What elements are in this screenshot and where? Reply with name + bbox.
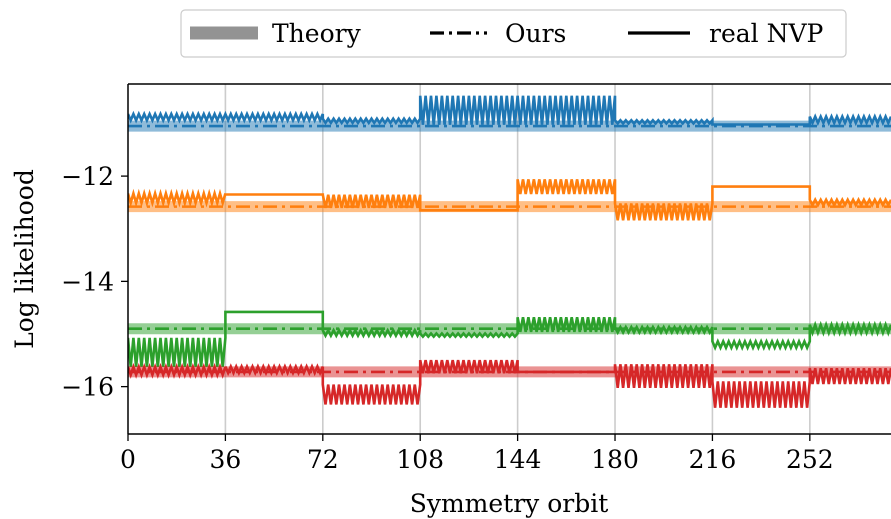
x-tick-label-108: 108 — [396, 445, 444, 474]
real-nvp-line-2 — [128, 310, 891, 368]
y-axis-label: Log likelihood — [10, 169, 39, 349]
x-tick-label-216: 216 — [689, 445, 737, 474]
real-nvp-line-0 — [128, 95, 891, 127]
legend-label-theory: Theory — [272, 19, 362, 48]
x-tick-label-72: 72 — [307, 445, 339, 474]
real-nvp-line-3 — [128, 359, 891, 408]
legend: Theory Ours real NVP — [180, 9, 847, 58]
legend-label-real-nvp: real NVP — [709, 19, 823, 48]
y-tick-label--14: −14 — [61, 267, 114, 296]
x-ticks: 0 36 72 108 144 180 216 252 — [120, 434, 834, 474]
series-3 — [128, 359, 891, 408]
y-tick-label--16: −16 — [61, 373, 114, 402]
x-tick-label-144: 144 — [494, 445, 542, 474]
series-0 — [128, 95, 891, 132]
legend-frame — [180, 9, 847, 58]
series-layer — [128, 95, 891, 408]
series-2 — [128, 310, 891, 368]
y-ticks: −12 −14 −16 — [61, 162, 128, 402]
x-axis-label: Symmetry orbit — [410, 489, 609, 518]
y-tick-label--12: −12 — [61, 162, 114, 191]
x-tick-label-36: 36 — [209, 445, 241, 474]
x-tick-label-180: 180 — [591, 445, 639, 474]
series-1 — [128, 179, 891, 221]
real-nvp-line-1 — [128, 179, 891, 221]
x-tick-label-252: 252 — [786, 445, 834, 474]
legend-label-ours: Ours — [505, 19, 566, 48]
x-tick-label-0: 0 — [120, 445, 136, 474]
